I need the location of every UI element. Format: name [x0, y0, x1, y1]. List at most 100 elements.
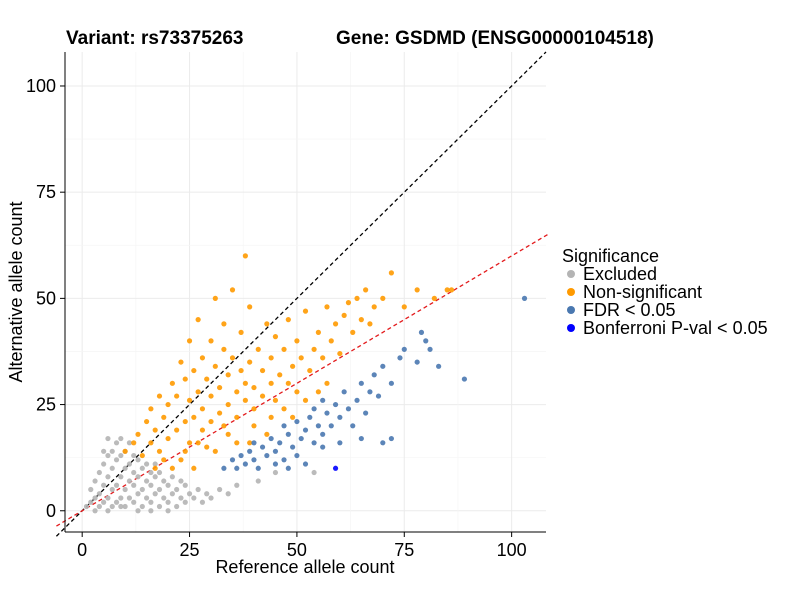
point-fdr-0-05 — [436, 363, 442, 369]
point-non-significant — [350, 329, 356, 335]
point-fdr-0-05 — [221, 465, 227, 471]
point-non-significant — [268, 355, 274, 361]
point-excluded — [186, 491, 193, 497]
point-fdr-0-05 — [388, 435, 394, 442]
point-non-significant — [186, 338, 193, 344]
legend: Significance ExcludedNon-significantFDR … — [562, 246, 768, 338]
point-excluded — [156, 486, 163, 493]
point-non-significant — [268, 380, 274, 386]
y-axis-ticks: 0 25 50 75 100 — [26, 76, 65, 521]
point-fdr-0-05 — [320, 431, 326, 437]
point-fdr-0-05 — [367, 389, 373, 395]
point-fdr-0-05 — [423, 338, 429, 344]
point-fdr-0-05 — [285, 465, 291, 471]
point-non-significant — [229, 287, 236, 293]
point-non-significant — [371, 304, 377, 310]
point-non-significant — [199, 406, 206, 412]
reference-lines — [55, 51, 549, 537]
point-non-significant — [122, 448, 128, 454]
point-non-significant — [448, 287, 455, 293]
point-non-significant — [182, 448, 188, 454]
point-fdr-0-05 — [294, 452, 300, 459]
point-non-significant — [242, 253, 248, 259]
point-fdr-0-05 — [324, 410, 330, 416]
point-non-significant — [195, 389, 201, 395]
y-axis-label: Alternative allele count — [6, 201, 26, 382]
point-excluded — [143, 478, 150, 484]
point-non-significant — [354, 295, 360, 301]
point-fdr-0-05 — [264, 452, 270, 459]
point-non-significant — [221, 346, 227, 352]
point-non-significant — [285, 380, 291, 386]
point-non-significant — [208, 338, 214, 344]
point-non-significant — [152, 427, 158, 433]
point-excluded — [139, 465, 145, 471]
point-fdr-0-05 — [311, 406, 317, 412]
point-non-significant — [242, 397, 248, 403]
point-excluded — [126, 478, 133, 484]
point-fdr-0-05 — [358, 380, 364, 386]
point-excluded — [156, 503, 163, 510]
point-non-significant — [195, 317, 201, 323]
point-excluded — [113, 499, 120, 505]
point-non-significant — [255, 346, 261, 352]
point-non-significant — [272, 334, 279, 340]
point-non-significant — [199, 355, 206, 361]
point-non-significant — [225, 372, 231, 378]
point-excluded — [92, 495, 98, 501]
point-non-significant — [182, 376, 188, 382]
point-fdr-0-05 — [281, 457, 287, 463]
point-excluded — [311, 469, 317, 476]
x-tick-label: 25 — [180, 540, 200, 560]
legend-key — [567, 324, 575, 332]
point-excluded — [148, 499, 154, 505]
legend-key — [567, 270, 575, 278]
point-non-significant — [191, 414, 197, 420]
point-non-significant — [324, 304, 330, 310]
point-fdr-0-05 — [302, 461, 309, 467]
point-fdr-0-05 — [320, 397, 326, 403]
point-fdr-0-05 — [371, 372, 377, 378]
point-non-significant — [156, 448, 163, 454]
point-non-significant — [259, 367, 266, 374]
point-fdr-0-05 — [315, 423, 321, 429]
point-non-significant — [444, 287, 450, 293]
point-non-significant — [204, 444, 210, 450]
point-excluded — [101, 448, 107, 454]
point-non-significant — [414, 287, 420, 293]
point-excluded — [109, 448, 115, 454]
point-non-significant — [174, 427, 180, 433]
point-fdr-0-05 — [238, 452, 244, 459]
point-excluded — [234, 482, 240, 488]
point-excluded — [174, 486, 180, 493]
reference-line-fit — [56, 233, 549, 527]
point-excluded — [131, 499, 137, 505]
point-non-significant — [264, 321, 270, 327]
title-gene: Gene: GSDMD (ENSG00000104518) — [336, 28, 654, 49]
point-fdr-0-05 — [290, 444, 296, 450]
point-excluded — [96, 469, 102, 476]
x-tick-label: 0 — [77, 540, 87, 560]
point-non-significant — [363, 287, 369, 293]
point-non-significant — [139, 452, 145, 459]
point-excluded — [139, 486, 145, 493]
point-fdr-0-05 — [345, 406, 352, 412]
point-fdr-0-05 — [363, 410, 369, 416]
point-fdr-0-05 — [388, 380, 394, 386]
point-non-significant — [221, 423, 227, 429]
point-excluded — [105, 435, 111, 442]
point-fdr-0-05 — [298, 435, 304, 442]
x-tick-label: 75 — [394, 540, 414, 560]
point-non-significant — [290, 414, 296, 420]
point-excluded — [96, 503, 102, 510]
point-excluded — [204, 491, 210, 497]
point-excluded — [83, 503, 90, 510]
point-fdr-0-05 — [259, 444, 266, 450]
x-tick-label: 50 — [287, 540, 307, 560]
point-excluded — [131, 469, 137, 476]
point-excluded — [118, 503, 124, 510]
point-non-significant — [186, 397, 193, 403]
point-non-significant — [247, 304, 253, 310]
point-non-significant — [212, 448, 218, 454]
point-excluded — [191, 495, 197, 501]
